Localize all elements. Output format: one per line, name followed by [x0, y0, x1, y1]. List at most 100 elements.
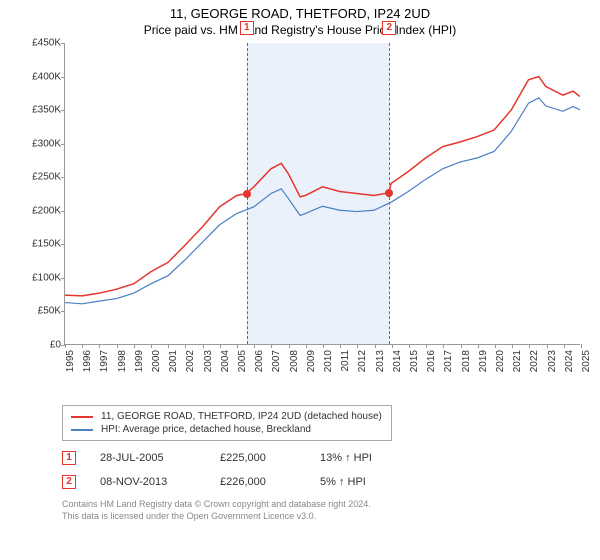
y-axis-label: £50K	[38, 306, 61, 317]
x-axis-label: 2019	[478, 350, 489, 372]
sales-table: 1 28-JUL-2005£225,00013% ↑ HPI 2 08-NOV-201…	[10, 451, 590, 489]
x-axis-label: 2021	[512, 350, 523, 372]
x-axis-label: 2024	[564, 350, 575, 372]
sale-marker-box: 2	[382, 21, 396, 35]
sale-marker-dot	[385, 189, 393, 197]
x-tick	[117, 344, 118, 348]
x-tick	[392, 344, 393, 348]
x-tick	[357, 344, 358, 348]
x-axis-label: 2010	[323, 350, 334, 372]
x-tick	[478, 344, 479, 348]
line-chart-svg	[65, 43, 580, 344]
legend-swatch	[71, 416, 93, 418]
x-axis-label: 2001	[168, 350, 179, 372]
x-tick	[99, 344, 100, 348]
x-axis-label: 2012	[357, 350, 368, 372]
x-axis-label: 1998	[117, 350, 128, 372]
x-axis-label: 1995	[65, 350, 76, 372]
x-tick	[65, 344, 66, 348]
y-tick	[61, 177, 65, 178]
series-line	[65, 98, 580, 304]
x-tick	[564, 344, 565, 348]
footer-attribution: Contains HM Land Registry data © Crown c…	[62, 499, 590, 522]
x-axis-label: 2016	[426, 350, 437, 372]
sale-price: £225,000	[220, 452, 320, 464]
y-axis-label: £200K	[32, 205, 61, 216]
x-tick	[443, 344, 444, 348]
x-axis-label: 2020	[495, 350, 506, 372]
series-line	[65, 76, 580, 295]
x-axis-label: 2014	[392, 350, 403, 372]
sale-row-marker: 1	[62, 451, 76, 465]
sale-price: £226,000	[220, 476, 320, 488]
y-axis-label: £300K	[32, 138, 61, 149]
sale-date: 28-JUL-2005	[100, 452, 220, 464]
y-tick	[61, 244, 65, 245]
x-axis-label: 2003	[203, 350, 214, 372]
x-axis-label: 1997	[99, 350, 110, 372]
legend-row: HPI: Average price, detached house, Brec…	[71, 423, 383, 436]
y-tick	[61, 278, 65, 279]
x-tick	[529, 344, 530, 348]
y-axis-label: £450K	[32, 38, 61, 49]
x-tick	[237, 344, 238, 348]
y-axis-label: £100K	[32, 272, 61, 283]
x-tick	[409, 344, 410, 348]
x-axis-label: 2009	[306, 350, 317, 372]
legend: 11, GEORGE ROAD, THETFORD, IP24 2UD (det…	[62, 405, 392, 441]
footer-line-2: This data is licensed under the Open Gov…	[62, 511, 590, 523]
x-tick	[547, 344, 548, 348]
x-axis-label: 2004	[220, 350, 231, 372]
chart-area: £0£50K£100K£150K£200K£250K£300K£350K£400…	[20, 43, 580, 363]
y-tick	[61, 211, 65, 212]
x-axis-label: 2002	[185, 350, 196, 372]
legend-row: 11, GEORGE ROAD, THETFORD, IP24 2UD (det…	[71, 410, 383, 423]
chart-container: 11, GEORGE ROAD, THETFORD, IP24 2UD Pric…	[0, 0, 600, 560]
x-tick	[203, 344, 204, 348]
x-tick	[306, 344, 307, 348]
x-axis-label: 1996	[82, 350, 93, 372]
x-axis-label: 2017	[443, 350, 454, 372]
x-tick	[375, 344, 376, 348]
sale-row: 1 28-JUL-2005£225,00013% ↑ HPI	[62, 451, 590, 465]
x-axis-label: 2023	[547, 350, 558, 372]
y-tick	[61, 311, 65, 312]
sale-hpi: 13% ↑ HPI	[320, 452, 410, 464]
sale-marker-dot	[243, 190, 251, 198]
x-axis-label: 2011	[340, 350, 351, 372]
x-tick	[271, 344, 272, 348]
x-axis-label: 2013	[375, 350, 386, 372]
x-tick	[581, 344, 582, 348]
chart-subtitle: Price paid vs. HM Land Registry's House …	[10, 23, 590, 37]
x-axis-label: 2007	[271, 350, 282, 372]
y-axis-label: £0	[50, 340, 61, 351]
x-tick	[134, 344, 135, 348]
sale-hpi: 5% ↑ HPI	[320, 476, 410, 488]
chart-title: 11, GEORGE ROAD, THETFORD, IP24 2UD	[10, 6, 590, 21]
footer-line-1: Contains HM Land Registry data © Crown c…	[62, 499, 590, 511]
legend-label: 11, GEORGE ROAD, THETFORD, IP24 2UD (det…	[101, 411, 382, 422]
x-tick	[254, 344, 255, 348]
legend-label: HPI: Average price, detached house, Brec…	[101, 424, 311, 435]
y-axis-label: £350K	[32, 105, 61, 116]
y-tick	[61, 110, 65, 111]
x-tick	[151, 344, 152, 348]
x-tick	[340, 344, 341, 348]
x-tick	[323, 344, 324, 348]
x-axis-label: 2005	[237, 350, 248, 372]
y-axis-label: £150K	[32, 239, 61, 250]
x-tick	[461, 344, 462, 348]
x-axis-label: 2025	[581, 350, 592, 372]
x-tick	[289, 344, 290, 348]
x-tick	[168, 344, 169, 348]
x-axis-label: 1999	[134, 350, 145, 372]
x-tick	[220, 344, 221, 348]
x-axis-label: 2000	[151, 350, 162, 372]
sale-row-marker: 2	[62, 475, 76, 489]
sale-row: 2 08-NOV-2013£226,0005% ↑ HPI	[62, 475, 590, 489]
x-axis-label: 2008	[289, 350, 300, 372]
y-tick	[61, 43, 65, 44]
sale-marker-box: 1	[240, 21, 254, 35]
sale-date: 08-NOV-2013	[100, 476, 220, 488]
x-tick	[82, 344, 83, 348]
